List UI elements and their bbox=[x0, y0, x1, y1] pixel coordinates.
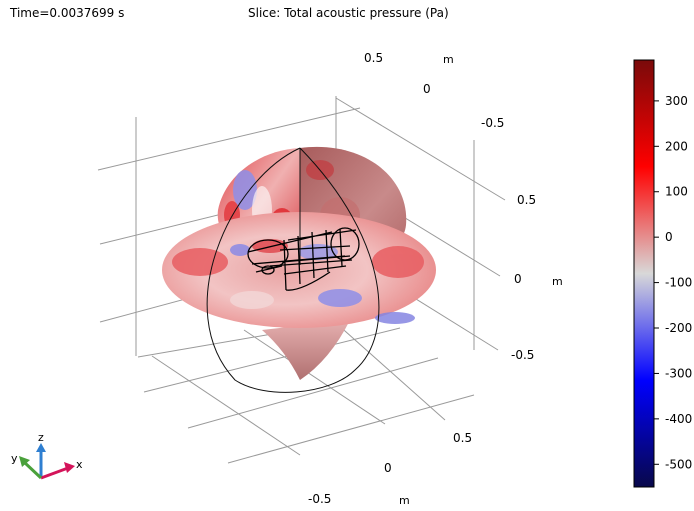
axis-z-tick-1: 0 bbox=[384, 461, 392, 475]
colorbar-tick-label-5: -200 bbox=[665, 321, 692, 335]
pressure-lobe-bottom bbox=[262, 320, 350, 380]
colorbar-tick-label-1: 200 bbox=[665, 139, 688, 153]
axis-z-unit: m bbox=[399, 494, 410, 507]
axis-z-tick-2: -0.5 bbox=[308, 492, 332, 506]
colorbar-ticks: 300 200 100 0 -100 -200 -300 -400 -500 bbox=[654, 94, 692, 471]
triad-label-z: z bbox=[38, 431, 44, 444]
time-label: Time=0.0037699 s bbox=[10, 6, 125, 20]
axis-x-tick-1: 0 bbox=[423, 82, 431, 96]
slice-outlines bbox=[206, 147, 380, 393]
colorbar-tick-label-8: -500 bbox=[665, 457, 692, 471]
axis-y-tick-2: -0.5 bbox=[511, 348, 535, 362]
plot-title: Slice: Total acoustic pressure (Pa) bbox=[248, 6, 449, 20]
colorbar: 300 200 100 0 -100 -200 -300 -400 -500 bbox=[633, 59, 692, 488]
colorbar-tick-label-2: 100 bbox=[665, 185, 688, 199]
axis-y-unit: m bbox=[552, 275, 563, 288]
transducer-cage bbox=[247, 227, 360, 291]
colorbar-tick-label-3: 0 bbox=[665, 230, 673, 244]
axis-x-tick-0: 0.5 bbox=[364, 51, 384, 65]
axis-z-tick-0: 0.5 bbox=[453, 431, 473, 445]
axis-y-tick-0: 0.5 bbox=[517, 193, 537, 207]
disc-pattern bbox=[172, 239, 424, 324]
axis-y-tick-1: 0 bbox=[514, 272, 522, 286]
axis-x-unit: m bbox=[443, 53, 454, 66]
colorbar-tick-label-0: 300 bbox=[665, 94, 688, 108]
colorbar-tick-label-7: -400 bbox=[665, 412, 692, 426]
triad-label-y: y bbox=[11, 452, 18, 465]
colorbar-tick-label-6: -300 bbox=[665, 366, 692, 380]
colorbar-tick-label-4: -100 bbox=[665, 276, 692, 290]
triad-label-x: x bbox=[76, 458, 83, 471]
orientation-triad bbox=[19, 443, 75, 480]
axis-x-tick-2: -0.5 bbox=[481, 116, 505, 130]
